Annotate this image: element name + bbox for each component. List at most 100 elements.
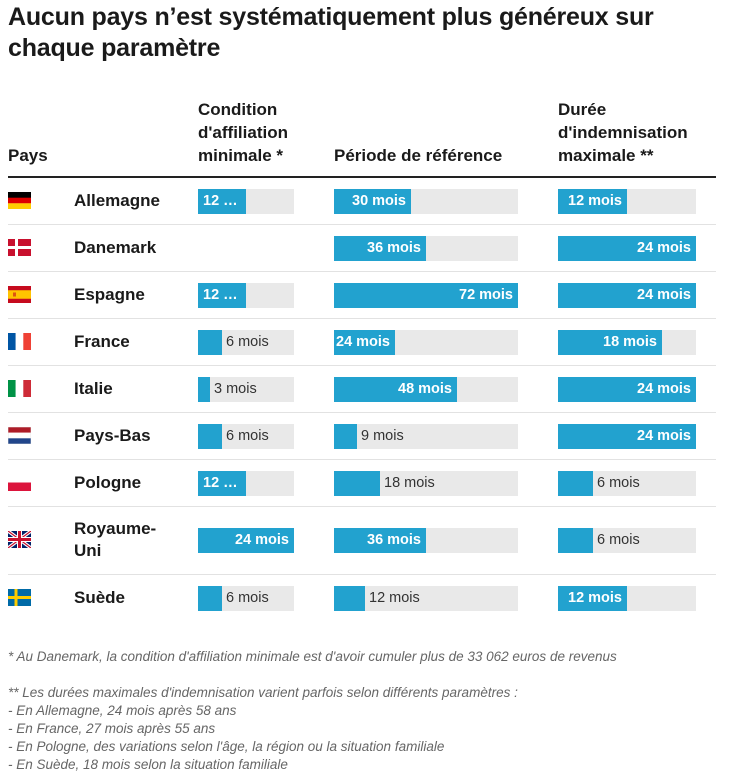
- bar-label: 24 mois: [637, 428, 691, 444]
- bar-label: 24 mois: [637, 381, 691, 397]
- bar-track: 30 mois: [334, 189, 518, 214]
- bar-track: 12 mois: [558, 189, 696, 214]
- bar-label: 24 mois: [235, 532, 289, 548]
- bar-track: 6 mois: [198, 330, 294, 355]
- header-duration-line-2: d'indemnisation: [558, 123, 688, 142]
- bar-track: 6 mois: [558, 471, 696, 496]
- bar-track: 6 mois: [198, 424, 294, 449]
- bar-track: 72 mois: [334, 283, 518, 308]
- bar-label: 18 mois: [384, 475, 435, 491]
- bar: [558, 377, 696, 402]
- bar-label: 36 mois: [367, 532, 421, 548]
- bar: [558, 424, 696, 449]
- bar: [198, 528, 294, 553]
- header-country: Pays: [8, 146, 48, 165]
- bar: [558, 330, 662, 355]
- pl-flag-icon: [8, 474, 31, 491]
- bar-track: 48 mois: [334, 377, 518, 402]
- bar-track: 12 …: [198, 283, 294, 308]
- bar-label: 24 mois: [637, 287, 691, 303]
- country-name: Pologne: [74, 473, 142, 492]
- bar-track: 18 mois: [558, 330, 696, 355]
- bar-track: 24 mois: [558, 236, 696, 261]
- country-name: Allemagne: [74, 191, 160, 210]
- bar: [334, 189, 411, 214]
- bar-label: 6 mois: [597, 475, 640, 491]
- bar-label: 12 mois: [568, 590, 622, 606]
- bar: [334, 528, 426, 553]
- bar: [558, 283, 696, 308]
- bar-label: 18 mois: [603, 334, 657, 350]
- header-reference: Période de référence: [334, 146, 503, 165]
- bar-track: 18 mois: [334, 471, 518, 496]
- uk-flag-icon: [8, 531, 31, 548]
- header-duration-line-3: maximale **: [558, 146, 654, 165]
- bar: [334, 424, 357, 449]
- bar-label: 9 mois: [361, 428, 404, 444]
- bar: [198, 377, 210, 402]
- row-separator: [8, 459, 716, 460]
- bar: [558, 236, 696, 261]
- header-affiliation-line-3: minimale *: [198, 146, 284, 165]
- bar-track: 12 mois: [558, 586, 696, 611]
- bar-track: 24 mois: [558, 377, 696, 402]
- header-affiliation: Condition d'affiliation minimale *: [198, 98, 288, 167]
- bar-label: 12 …: [203, 287, 238, 303]
- dk-flag-icon: [8, 239, 31, 256]
- bar-track: 6 mois: [198, 586, 294, 611]
- footnote-line: - En Suède, 18 mois selon la situation f…: [8, 757, 288, 772]
- header-duration: Durée d'indemnisation maximale **: [558, 98, 688, 167]
- country-name: Italie: [74, 379, 113, 398]
- bar-track: 12 mois: [334, 586, 518, 611]
- bar: [558, 189, 627, 214]
- bar: [334, 586, 365, 611]
- row-separator: [8, 271, 716, 272]
- footnote-line: - En France, 27 mois après 55 ans: [8, 721, 216, 736]
- bar: [334, 471, 380, 496]
- bar: [198, 283, 246, 308]
- fr-flag-icon: [8, 333, 31, 350]
- bar-track: 24 mois: [558, 424, 696, 449]
- bar: [198, 471, 246, 496]
- bar-label: 30 mois: [352, 193, 406, 209]
- footnote-line: - En Allemagne, 24 mois après 58 ans: [8, 703, 237, 718]
- bar-track: 6 mois: [558, 528, 696, 553]
- country-name: France: [74, 332, 130, 351]
- bar: [558, 471, 593, 496]
- bar-label: 12 mois: [369, 590, 420, 606]
- bar: [334, 330, 395, 355]
- bar-track: 24 mois: [558, 283, 696, 308]
- bar-track: 24 mois: [198, 528, 294, 553]
- header-rule: [8, 176, 716, 178]
- bar-label: 3 mois: [214, 381, 257, 397]
- bar: [558, 586, 627, 611]
- header-affiliation-line-2: d'affiliation: [198, 123, 288, 142]
- bar-track: 12 …: [198, 189, 294, 214]
- bar-label: 12 …: [203, 475, 238, 491]
- bar-label: 72 mois: [459, 287, 513, 303]
- bar-label: 24 mois: [637, 240, 691, 256]
- bar-label: 24 mois: [336, 334, 390, 350]
- bar-label: 6 mois: [226, 334, 269, 350]
- bar: [198, 424, 222, 449]
- bar: [558, 528, 593, 553]
- bar: [198, 330, 222, 355]
- footnote-line: - En Pologne, des variations selon l'âge…: [8, 739, 445, 754]
- country-name: Suède: [74, 588, 126, 607]
- row-separator: [8, 506, 716, 507]
- row-separator: [8, 574, 716, 575]
- nl-flag-icon: [8, 427, 31, 444]
- bar-track: 24 mois: [334, 330, 518, 355]
- row-separator: [8, 318, 716, 319]
- it-flag-icon: [8, 380, 31, 397]
- header-duration-line-1: Durée: [558, 100, 607, 119]
- country-name: Royaume-Uni: [74, 519, 157, 560]
- bar-track: 12 …: [198, 471, 294, 496]
- bar: [334, 377, 457, 402]
- bar: [334, 283, 518, 308]
- bar-label: 48 mois: [398, 381, 452, 397]
- row-separator: [8, 365, 716, 366]
- bar: [198, 189, 246, 214]
- bar-label: 12 …: [203, 193, 238, 209]
- es-flag-icon: [8, 286, 31, 303]
